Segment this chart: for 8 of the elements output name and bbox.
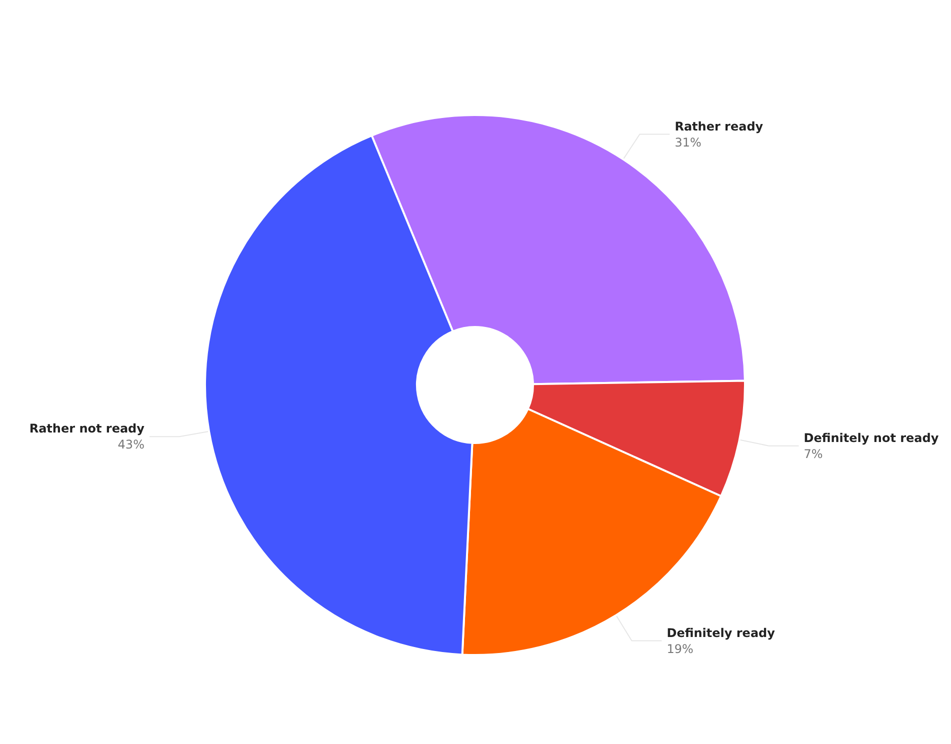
data-label: 7% bbox=[804, 446, 823, 461]
data-label: 19% bbox=[666, 642, 694, 656]
slice-label: Definitely ready bbox=[666, 626, 776, 640]
data-label: 31% bbox=[674, 135, 702, 150]
slice-label: Definitely not ready bbox=[804, 430, 939, 445]
data-label: 43% bbox=[118, 438, 144, 452]
slice-label: Rather not ready bbox=[29, 422, 145, 436]
slice-label: Rather ready bbox=[674, 119, 764, 134]
